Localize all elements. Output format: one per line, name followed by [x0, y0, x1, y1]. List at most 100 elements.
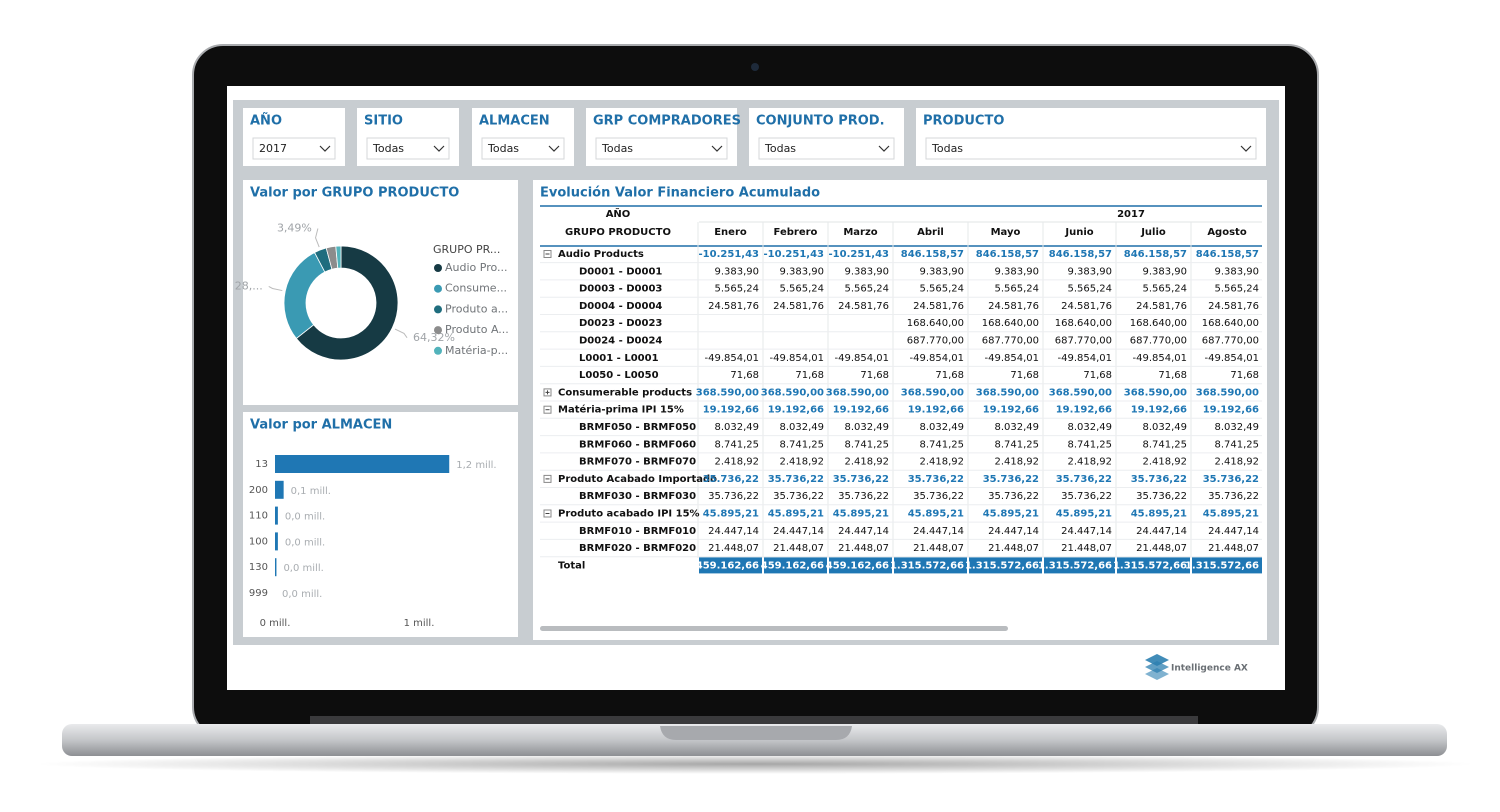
- slicer-dropdown[interactable]: [366, 137, 450, 160]
- column-header: Marzo: [843, 227, 877, 238]
- cell: 687.770,00: [1130, 336, 1187, 347]
- scrollbar[interactable]: [540, 626, 1008, 631]
- cell: 35.736,22: [983, 474, 1039, 485]
- bar: [275, 558, 277, 577]
- row-label: L0050 - L0050: [579, 370, 659, 381]
- row-label: BRMF020 - BRMF020: [579, 543, 696, 554]
- legend-marker: [434, 284, 442, 293]
- cell: 9.383,90: [844, 266, 889, 277]
- total-cell: [1044, 557, 1115, 574]
- laptop-shadow: [35, 754, 1475, 774]
- cell: -49.854,01: [1132, 353, 1187, 364]
- bar: [275, 532, 278, 551]
- cell: 21.448,07: [1061, 543, 1112, 554]
- cell: 687.770,00: [1202, 336, 1259, 347]
- cell: 368.590,00: [696, 387, 759, 398]
- cell: 71,68: [860, 370, 889, 381]
- cell: 19.192,66: [1203, 405, 1259, 416]
- slicer-dropdown[interactable]: [758, 137, 895, 160]
- cell: 21.448,07: [913, 543, 964, 554]
- row-label: Produto Acabado Importado: [558, 474, 717, 485]
- cell: 45.895,21: [983, 509, 1039, 520]
- column-header: Junio: [1064, 227, 1093, 238]
- lid-hinge: [310, 716, 1198, 726]
- bar: [275, 480, 284, 499]
- leader-line: [315, 228, 320, 248]
- total-value: 459.162,66: [826, 560, 889, 571]
- y-tick-label: 130: [249, 562, 268, 573]
- cell: 45.895,21: [1203, 509, 1259, 520]
- cell: 35.736,22: [913, 491, 964, 502]
- cell: 8.032,49: [994, 422, 1039, 433]
- column-header: Enero: [714, 227, 747, 238]
- legend-label: Matéria-p...: [445, 344, 508, 357]
- data-label: 0,1 mill.: [291, 486, 331, 497]
- cell: 9.383,90: [1142, 266, 1187, 277]
- cell: -49.854,01: [704, 353, 759, 364]
- cell: -49.854,01: [1057, 353, 1112, 364]
- total-value: 1.315.572,66: [890, 560, 964, 571]
- slicer-label: CONJUNTO PROD.: [756, 114, 885, 129]
- cell: 5.565,24: [779, 284, 824, 295]
- cell: 35.736,22: [1131, 474, 1187, 485]
- cell: 35.736,22: [703, 474, 759, 485]
- dropdown-chevron: [711, 145, 723, 152]
- cell: 9.383,90: [994, 266, 1039, 277]
- cell: 8.741,25: [1067, 439, 1112, 450]
- cell: 5.565,24: [714, 284, 759, 295]
- dropdown-chevron: [878, 145, 890, 152]
- cell: 24.581,76: [773, 301, 824, 312]
- data-label: 0,0 mill.: [285, 512, 325, 523]
- total-cell: [699, 557, 762, 574]
- cell: 35.736,22: [1056, 474, 1112, 485]
- leader-line: [394, 328, 408, 339]
- cell: 8.032,49: [1067, 422, 1112, 433]
- column-header: GRUPO PRODUCTO: [565, 227, 671, 238]
- cell: 45.895,21: [1056, 509, 1112, 520]
- data-label: 64,32%: [413, 331, 455, 344]
- slicer-label: AÑO: [250, 113, 282, 129]
- cell: 5.565,24: [1142, 284, 1187, 295]
- column-header: Julio: [1140, 227, 1166, 238]
- cell: 687.770,00: [1055, 336, 1112, 347]
- cell: -49.854,01: [909, 353, 964, 364]
- total-cell: [1192, 557, 1262, 574]
- row-label: D0004 - D0004: [579, 301, 662, 312]
- cell: 5.565,24: [1214, 284, 1259, 295]
- cell: 19.192,66: [768, 405, 824, 416]
- data-label: 0,0 mill.: [282, 589, 322, 600]
- legend-label: Consume...: [445, 282, 507, 295]
- cell: 368.590,00: [901, 387, 964, 398]
- slicer-dropdown[interactable]: [252, 137, 336, 160]
- cell: 168.640,00: [1055, 318, 1112, 329]
- total-cell: [764, 557, 827, 574]
- cell: 21.448,07: [1136, 543, 1187, 554]
- cell: 368.590,00: [976, 387, 1039, 398]
- row-label: BRMF050 - BRMF050: [579, 422, 696, 433]
- slicer-dropdown[interactable]: [481, 137, 565, 160]
- x-tick-label: 1 mill.: [404, 618, 435, 629]
- cell: 368.590,00: [1124, 387, 1187, 398]
- cell: 19.192,66: [1131, 405, 1187, 416]
- column-header: Mayo: [991, 227, 1021, 238]
- slicer-dropdown[interactable]: [925, 137, 1257, 160]
- cell: 2.418,92: [714, 457, 759, 468]
- cell: 846.158,57: [901, 249, 964, 260]
- cell: 846.158,57: [1124, 249, 1187, 260]
- column-header: Abril: [917, 227, 944, 238]
- row-label: BRMF030 - BRMF030: [579, 491, 696, 502]
- column-header: AÑO: [606, 207, 631, 220]
- cell: 24.581,76: [988, 301, 1039, 312]
- row-label: Consumerable products: [558, 387, 692, 398]
- cell: 21.448,07: [988, 543, 1039, 554]
- cell: 24.581,76: [1208, 301, 1259, 312]
- slicer-dropdown[interactable]: [595, 137, 728, 160]
- row-label: Audio Products: [558, 249, 644, 260]
- cell: 2.418,92: [994, 457, 1039, 468]
- cell: 168.640,00: [907, 318, 964, 329]
- cell: 5.565,24: [994, 284, 1039, 295]
- total-cell: [894, 557, 967, 574]
- slicer-value: Todas: [931, 142, 963, 155]
- cell: -49.854,01: [1204, 353, 1259, 364]
- column-header: 2017: [1117, 209, 1145, 220]
